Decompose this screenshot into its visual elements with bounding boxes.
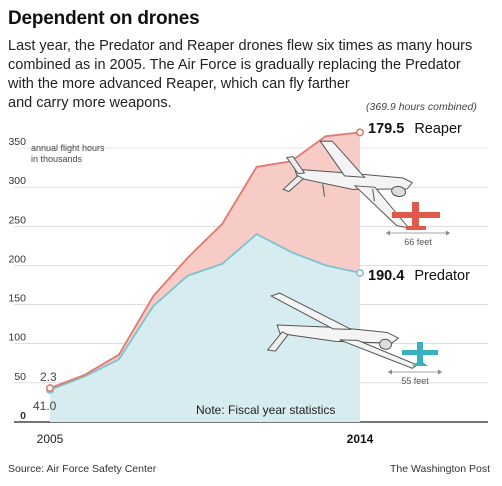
x-tick-label-2014: 2014: [347, 432, 374, 446]
y-tick-label: 300: [8, 175, 26, 187]
subtitle-line: with the more advanced Reaper, which can…: [8, 76, 350, 92]
reaper-line: [49, 131, 361, 389]
y-tick-label: 150: [8, 293, 26, 305]
predator-area: [50, 234, 360, 422]
subtitle-line: Last year, the Predator and Reaper drone…: [8, 38, 473, 54]
y-tick-label: 50: [14, 371, 26, 383]
combined-hours-note: (369.9 hours combined): [366, 101, 477, 113]
reaper-end-value: 179.5: [368, 121, 404, 137]
reaper-start-label: 2.3: [40, 370, 57, 384]
publisher-credit: The Washington Post: [390, 463, 490, 475]
y-axis-label: annual flight hours in thousands: [31, 143, 107, 164]
reaper-start-point: [45, 384, 54, 393]
predator-end-point: [355, 268, 364, 277]
reaper-end-name: Reaper: [414, 121, 462, 137]
predator-start-label: 41.0: [33, 399, 57, 413]
y-axis-label-line: in thousands: [31, 154, 83, 164]
data-points: [45, 128, 364, 394]
stacked-areas: [50, 132, 360, 422]
y-tick-label: 250: [8, 214, 26, 226]
reaper-span-indicator: [386, 230, 450, 236]
predator-drone-illustration: [266, 292, 418, 369]
y-tick-label: 100: [8, 332, 26, 344]
predator-span-label: 55 feet: [401, 376, 429, 386]
chart-title: Dependent on drones: [8, 8, 200, 29]
reaper-end-label: 179.5 Reaper: [368, 121, 462, 137]
x-tick-label-2005: 2005: [37, 432, 64, 446]
fiscal-year-note: Note: Fiscal year statistics: [196, 403, 335, 417]
predator-end-value: 190.4: [368, 268, 404, 284]
predator-end-label: 190.4 Predator: [368, 268, 470, 284]
source-note: Source: Air Force Safety Center: [8, 463, 157, 475]
y-tick-label: 350: [8, 136, 26, 148]
y-tick-label: 200: [8, 253, 26, 265]
chart-subtitle: Last year, the Predator and Reaper drone…: [8, 37, 500, 113]
reaper-end-point: [355, 128, 364, 137]
predator-line: [49, 233, 361, 391]
series-lines: [49, 131, 361, 391]
reaper-area: [50, 132, 360, 390]
y-axis-label-line: annual flight hours: [31, 143, 105, 153]
predator-span-indicator: [388, 369, 442, 375]
predator-silhouette-icon: [402, 342, 438, 366]
y-tick-label: 0: [20, 410, 26, 422]
predator-end-name: Predator: [414, 268, 470, 284]
reaper-span-label: 66 feet: [404, 237, 432, 247]
y-tick-labels: 0 50 100 150 200 250 300 350: [8, 136, 26, 422]
subtitle-line: combined as in 2005. The Air Force is gr…: [8, 57, 461, 73]
reaper-silhouette-icon: [392, 202, 440, 230]
subtitle-line: and carry more weapons.: [8, 95, 172, 111]
